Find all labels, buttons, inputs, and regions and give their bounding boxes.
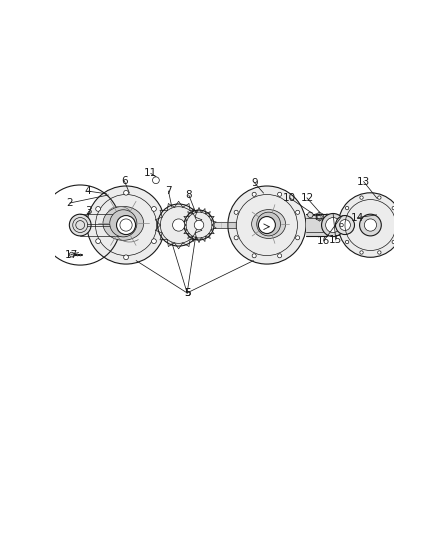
Circle shape — [96, 239, 100, 244]
Circle shape — [124, 255, 128, 260]
Circle shape — [252, 192, 256, 196]
Circle shape — [392, 206, 396, 210]
Text: 9: 9 — [251, 177, 258, 188]
Circle shape — [339, 220, 350, 230]
Circle shape — [360, 251, 363, 254]
Circle shape — [184, 210, 214, 240]
Circle shape — [321, 214, 345, 237]
Text: 2: 2 — [67, 198, 73, 208]
Circle shape — [278, 254, 282, 258]
Ellipse shape — [103, 206, 144, 240]
Circle shape — [69, 214, 91, 236]
Circle shape — [360, 214, 381, 236]
Circle shape — [360, 196, 363, 199]
Circle shape — [307, 212, 313, 217]
Circle shape — [378, 251, 381, 254]
Circle shape — [257, 212, 280, 236]
Circle shape — [325, 217, 341, 232]
Circle shape — [152, 206, 156, 211]
Circle shape — [338, 193, 403, 257]
Text: 7: 7 — [165, 186, 172, 196]
Circle shape — [117, 215, 135, 235]
Circle shape — [346, 240, 349, 244]
Circle shape — [392, 240, 396, 244]
Circle shape — [296, 236, 300, 240]
Circle shape — [194, 220, 204, 230]
Text: 6: 6 — [121, 176, 127, 186]
Ellipse shape — [251, 209, 286, 238]
Circle shape — [228, 186, 306, 264]
Text: 14: 14 — [351, 213, 364, 223]
Text: 10: 10 — [283, 193, 296, 203]
Text: 4: 4 — [85, 186, 92, 196]
Circle shape — [152, 239, 156, 244]
Circle shape — [340, 223, 343, 227]
Circle shape — [124, 190, 128, 195]
Text: 5: 5 — [184, 288, 191, 298]
Circle shape — [252, 254, 256, 258]
Text: 17: 17 — [64, 249, 78, 260]
Text: 12: 12 — [300, 193, 314, 203]
Text: 13: 13 — [357, 176, 370, 187]
Text: 3: 3 — [85, 206, 92, 216]
FancyBboxPatch shape — [306, 214, 326, 236]
Circle shape — [346, 206, 349, 210]
Text: 16: 16 — [317, 236, 331, 246]
Circle shape — [398, 223, 401, 227]
Text: 8: 8 — [186, 190, 192, 200]
Circle shape — [87, 186, 165, 264]
Circle shape — [278, 192, 282, 196]
Circle shape — [69, 252, 74, 257]
Text: 11: 11 — [144, 168, 157, 179]
Circle shape — [234, 211, 238, 214]
Circle shape — [258, 216, 276, 233]
Circle shape — [378, 196, 381, 199]
Circle shape — [234, 236, 238, 240]
Circle shape — [158, 204, 200, 246]
Text: 15: 15 — [329, 235, 343, 245]
Text: 5: 5 — [184, 288, 191, 298]
Circle shape — [173, 219, 185, 231]
Circle shape — [364, 219, 377, 231]
Circle shape — [336, 215, 354, 235]
Circle shape — [96, 206, 100, 211]
Circle shape — [110, 210, 137, 237]
Circle shape — [296, 211, 300, 214]
